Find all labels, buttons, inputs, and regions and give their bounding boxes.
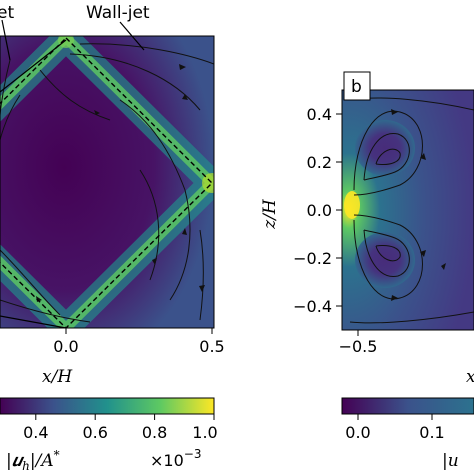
- colorbar-a: 0.4 0.6 0.8 1.0 |𝒖h|/A* ×10−3: [0, 397, 218, 473]
- x-axis-label-b: x: [466, 367, 474, 387]
- y-tick-label-b: 0.2: [307, 153, 332, 172]
- colorbar-a-tick-label: 0.6: [82, 423, 107, 442]
- y-tick-label-b: −0.2: [293, 249, 332, 268]
- colorbar-b-ticks: 0.0 0.1: [345, 414, 445, 442]
- panel-label-b: b: [351, 77, 362, 97]
- x-axis-label-a: x/H: [42, 367, 73, 387]
- dashed-square: [0, 37, 213, 328]
- vortex-upper: [355, 120, 415, 176]
- panel-b: b 0.4 0.2 0.0 −0.2 −0.4 −0.5 z/H x: [260, 71, 474, 387]
- colorbar-a-scale: ×10−3: [150, 447, 201, 470]
- stream-arrows-b: [391, 109, 446, 301]
- y-axis-label-b: z/H: [260, 198, 280, 230]
- y-tick-label-b: 0.0: [307, 201, 332, 220]
- colorbar-b-tick-label: 0.1: [419, 423, 444, 442]
- annotation-jet: et: [0, 3, 14, 23]
- colorbar-a-tick-label: 0.4: [23, 423, 48, 442]
- jet-guide-1: [0, 39, 67, 93]
- jet-spot: [344, 191, 360, 219]
- hotspot-top: [58, 36, 74, 48]
- colorbar-b: 0.0 0.1 |u: [341, 397, 474, 471]
- y-tick-label-b: 0.4: [307, 105, 332, 124]
- colorbar-a-label: |𝒖h|/A*: [6, 448, 60, 473]
- colorbar-b-gradient: [341, 397, 474, 415]
- hotspot-right: [202, 173, 214, 193]
- x-axis-a: 0.0 0.5: [53, 328, 225, 356]
- y-tick-label-b: −0.4: [293, 297, 332, 316]
- annotation-line-jet: [1, 19, 11, 61]
- annotation-line-walljet: [119, 21, 145, 51]
- vortex-lower: [355, 232, 415, 288]
- colorbar-a-tick-label: 1.0: [192, 423, 217, 442]
- stream-arrows-a: [36, 64, 205, 302]
- y-axis-b: 0.4 0.2 0.0 −0.2 −0.4: [293, 105, 342, 316]
- colorbar-b-tick-label: 0.0: [345, 423, 370, 442]
- x-axis-b: −0.5: [339, 330, 378, 356]
- colorbar-a-tick-label: 0.8: [142, 423, 167, 442]
- panel-a: et Wall-jet 0.0 0.5 x/H: [0, 3, 225, 387]
- x-tick-label-a: 0.0: [53, 337, 78, 356]
- x-tick-label-a: 0.5: [199, 337, 224, 356]
- x-tick-label-b: −0.5: [339, 337, 378, 356]
- colorbar-b-label: |u: [442, 451, 459, 471]
- jet-guide-2: [0, 315, 67, 328]
- annotation-walljet: Wall-jet: [86, 3, 150, 23]
- colorbar-a-ticks: 0.4 0.6 0.8 1.0: [23, 414, 218, 442]
- panel-label-box: [343, 71, 371, 101]
- colorbar-a-gradient: [0, 397, 215, 415]
- panel-a-frame: [0, 35, 215, 329]
- streamlines-a: [0, 43, 214, 323]
